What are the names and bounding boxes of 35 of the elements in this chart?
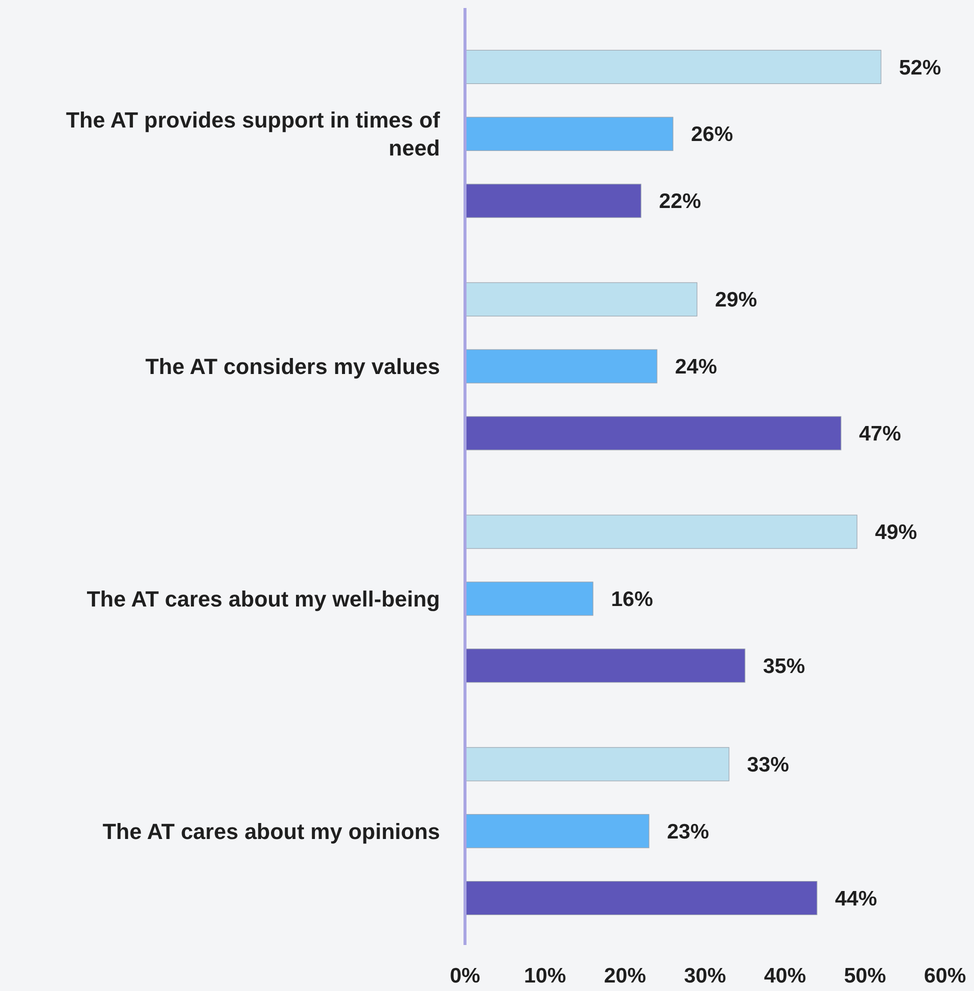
data-label: 29%	[715, 288, 758, 312]
data-label: 26%	[691, 123, 734, 146]
data-label: 47%	[859, 422, 902, 446]
data-label: 49%	[875, 521, 918, 544]
data-label: 52%	[899, 56, 942, 80]
bar	[464, 514, 858, 549]
x-tick-label: 10%	[524, 964, 566, 988]
x-tick-label: 60%	[924, 964, 966, 988]
bar	[464, 814, 650, 848]
data-label: 24%	[675, 356, 718, 379]
bar	[464, 184, 642, 218]
bar	[464, 582, 594, 616]
x-tick-label: 40%	[764, 964, 806, 988]
bar	[464, 747, 730, 782]
y-tick-label: The AT cares about my well-being	[86, 586, 440, 612]
bar	[464, 282, 698, 316]
x-tick-label: 0%	[450, 964, 480, 988]
data-label: 16%	[611, 588, 654, 612]
data-label: 33%	[747, 754, 790, 777]
data-label: 35%	[763, 654, 806, 678]
bar	[464, 116, 674, 151]
y-tick-label: The AT considers my values	[145, 354, 440, 379]
x-tick-label: 20%	[604, 964, 646, 988]
bar	[464, 881, 818, 916]
y-tick-label: The AT provides support in times of need	[66, 108, 441, 161]
data-label: 23%	[667, 820, 710, 844]
bar	[464, 416, 842, 450]
bar	[464, 648, 746, 683]
x-tick-label: 30%	[684, 964, 726, 988]
data-label: 44%	[835, 887, 878, 910]
bar	[464, 349, 658, 384]
bar	[464, 50, 882, 84]
x-tick-label: 50%	[844, 964, 886, 988]
data-label: 22%	[659, 190, 702, 214]
y-tick-label: The AT cares about my opinions	[102, 818, 440, 844]
